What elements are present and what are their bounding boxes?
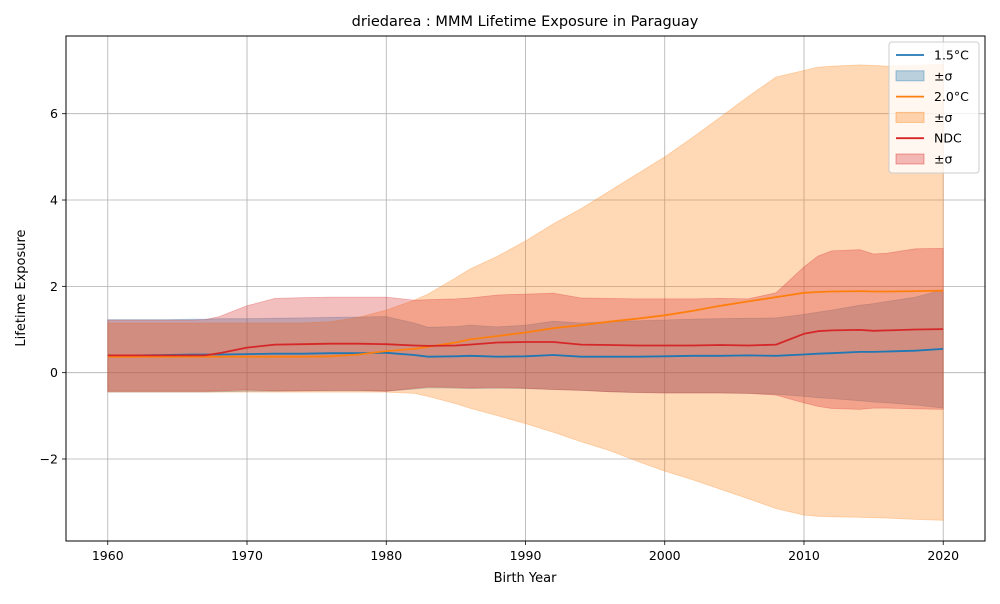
legend-band-swatch — [895, 153, 925, 165]
series-line-0 — [107, 348, 944, 358]
grid — [66, 36, 985, 541]
series-line-1 — [107, 289, 944, 358]
legend-band-swatch — [895, 70, 925, 82]
x-tick-label: 1970 — [231, 548, 263, 563]
sigma-band-1 — [107, 63, 944, 521]
legend-label: ±σ — [934, 68, 952, 83]
x-axis-ticks: 1960 1970 1980 1990 2000 2010 2020 — [92, 541, 959, 563]
sigma-band-0 — [107, 289, 944, 409]
legend-label: 1.5°C — [934, 48, 969, 63]
legend-label: ±σ — [934, 152, 952, 167]
legend-label: NDC — [934, 131, 962, 146]
y-tick-label: 0 — [50, 365, 58, 380]
x-tick-label: 2010 — [788, 548, 820, 563]
x-tick-label: 1980 — [370, 548, 402, 563]
x-axis-label: Birth Year — [494, 571, 558, 586]
x-tick-label: 1960 — [92, 548, 124, 563]
y-tick-label: 4 — [50, 193, 58, 208]
legend-band-swatch — [895, 111, 925, 123]
y-tick-label: −2 — [40, 451, 58, 466]
series-lines — [107, 289, 944, 358]
x-tick-label: 1990 — [510, 548, 542, 563]
y-tick-label: 2 — [50, 279, 58, 294]
x-tick-label: 2020 — [927, 548, 959, 563]
y-tick-label: 6 — [50, 106, 58, 121]
sigma-bands — [107, 63, 944, 521]
chart-title: driedarea : MMM Lifetime Exposure in Par… — [352, 14, 699, 30]
sigma-band-2 — [107, 247, 944, 410]
y-axis-ticks: −2 0 2 4 6 — [40, 106, 66, 466]
series-line-2 — [107, 328, 944, 357]
legend-label: ±σ — [934, 110, 952, 125]
y-axis-label: Lifetime Exposure — [14, 229, 29, 346]
x-tick-label: 2000 — [649, 548, 681, 563]
legend-label: 2.0°C — [934, 89, 969, 104]
legend-box — [888, 41, 980, 174]
legend: 1.5°C ±σ 2.0°C ±σ NDC ±σ — [888, 41, 980, 174]
